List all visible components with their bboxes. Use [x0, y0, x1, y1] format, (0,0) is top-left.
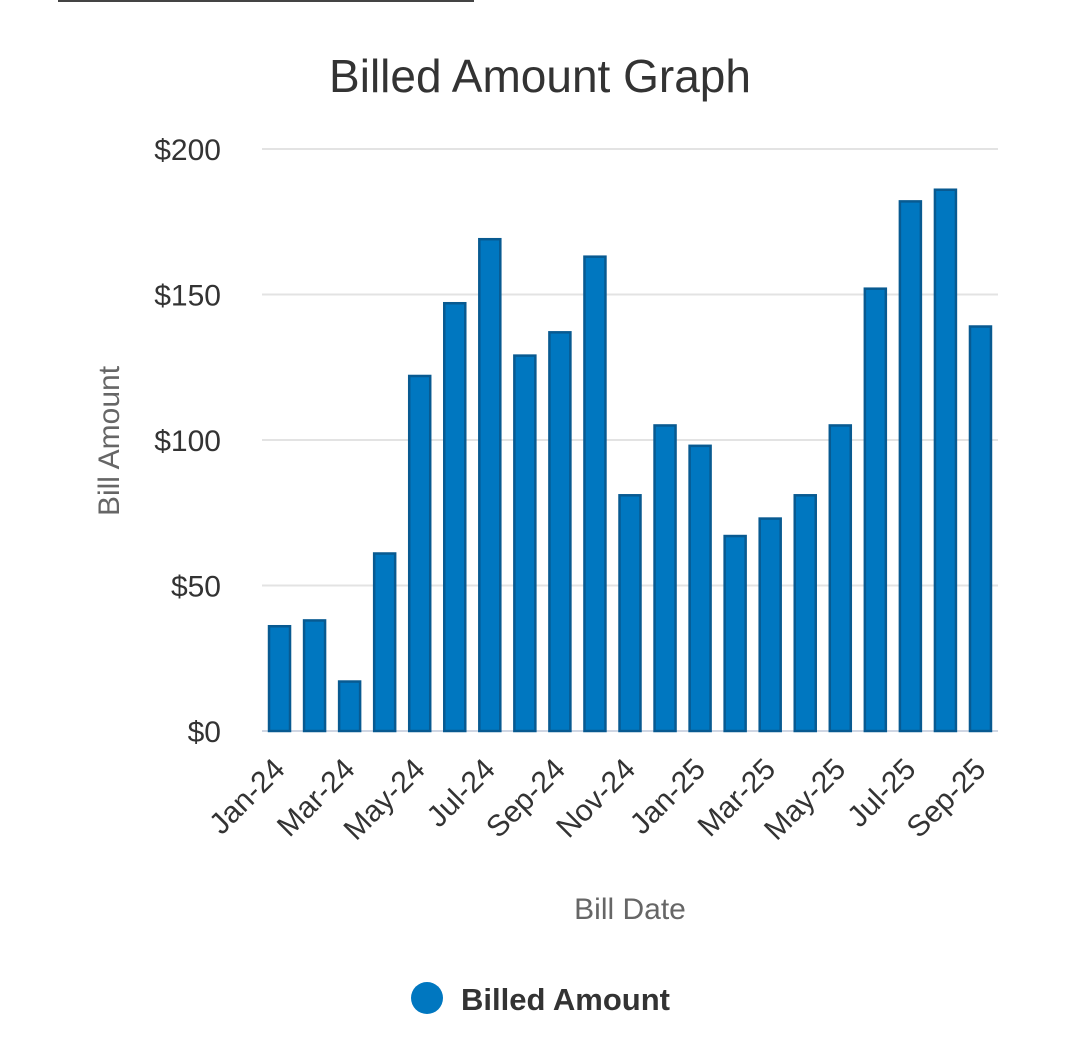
bar-apr-24[interactable] — [372, 552, 397, 733]
bar-apr-25[interactable] — [793, 494, 817, 733]
y-axis-title: Bill Amount — [93, 365, 126, 516]
bar-oct-24[interactable] — [583, 255, 607, 733]
legend-label[interactable]: Billed Amount — [461, 982, 670, 1017]
bar-may-25[interactable] — [828, 424, 853, 733]
bar-aug-24[interactable] — [513, 354, 537, 733]
y-tick-label: $150 — [154, 280, 221, 313]
bar-nov-24[interactable] — [618, 494, 642, 733]
bar-may-24[interactable] — [407, 374, 432, 733]
y-tick-label: $0 — [188, 716, 221, 749]
legend[interactable]: Billed Amount — [411, 982, 670, 1017]
y-axis-ticks: $0 $50 $100 $150 $200 — [154, 134, 221, 749]
chart-title: Billed Amount Graph — [329, 50, 751, 102]
x-tick-label: Sep-24 — [480, 753, 572, 845]
bar-mar-25[interactable] — [758, 517, 782, 733]
bar-jan-24[interactable] — [267, 624, 292, 733]
y-tick-label: $50 — [171, 571, 221, 604]
top-divider — [58, 0, 474, 2]
y-tick-label: $100 — [154, 425, 221, 458]
bar-dec-24[interactable] — [653, 424, 677, 733]
x-tick-label: Sep-25 — [901, 753, 993, 845]
x-axis-ticks: Jan-24Mar-24May-24Jul-24Sep-24Nov-24Jan-… — [203, 753, 992, 847]
bar-jul-24[interactable] — [478, 237, 502, 733]
bar-jun-24[interactable] — [443, 301, 467, 733]
bar-sep-25[interactable] — [968, 325, 993, 733]
bar-feb-24[interactable] — [302, 619, 327, 733]
bar-jul-25[interactable] — [898, 200, 923, 733]
y-tick-label: $200 — [154, 134, 221, 167]
bar-aug-25[interactable] — [933, 188, 958, 733]
bar-jan-25[interactable] — [688, 444, 712, 733]
bar-jun-25[interactable] — [863, 287, 888, 733]
legend-swatch-icon[interactable] — [411, 982, 443, 1014]
bar-sep-24[interactable] — [548, 331, 572, 733]
bar-mar-24[interactable] — [337, 680, 362, 733]
bars — [267, 188, 993, 733]
bar-feb-25[interactable] — [723, 534, 747, 733]
x-axis-title: Bill Date — [574, 893, 686, 926]
x-tick-label: Nov-24 — [550, 753, 642, 845]
